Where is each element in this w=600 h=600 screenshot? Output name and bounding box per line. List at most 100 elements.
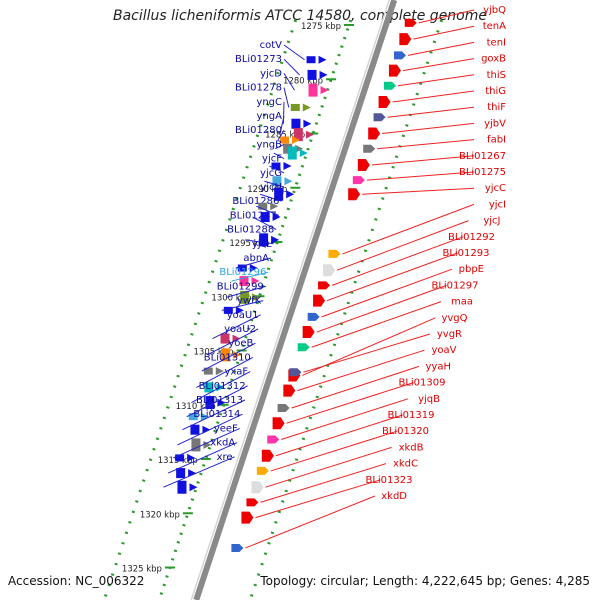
forward-gene-feature[interactable] — [293, 128, 303, 142]
forward-gene-label[interactable]: abnA — [243, 253, 269, 264]
reverse-gene-label[interactable]: pbpE — [459, 264, 484, 275]
forward-gene-label[interactable]: yngC — [256, 97, 282, 108]
forward-gene-label[interactable]: yjcL — [252, 239, 272, 250]
reverse-gene-feature[interactable] — [231, 543, 244, 552]
forward-gene-feature[interactable] — [221, 348, 231, 362]
reverse-gene-label[interactable]: xkdC — [393, 459, 418, 470]
forward-gene-feature[interactable] — [287, 146, 297, 160]
reverse-gene-label[interactable]: yvgQ — [441, 313, 467, 324]
forward-gene-feature[interactable] — [290, 103, 300, 111]
reverse-gene-feature[interactable] — [289, 368, 302, 377]
forward-gene-label[interactable]: cotV — [260, 40, 283, 51]
forward-gene-feature[interactable] — [271, 162, 281, 170]
reverse-gene-feature[interactable] — [357, 158, 370, 171]
reverse-gene-label[interactable]: BLi01320 — [382, 426, 429, 437]
reverse-gene-label[interactable]: goxB — [481, 54, 506, 65]
reverse-gene-label[interactable]: yjcC — [485, 183, 506, 194]
forward-gene-label[interactable]: BLi01310 — [204, 352, 251, 363]
forward-gene-feature[interactable] — [175, 454, 185, 462]
forward-gene-label[interactable]: BLi01296 — [219, 267, 266, 278]
forward-gene-label[interactable]: yoaU2 — [224, 324, 256, 335]
forward-gene-label[interactable]: BLi01286 — [232, 196, 279, 207]
reverse-gene-feature[interactable] — [251, 481, 264, 494]
forward-gene-label[interactable]: BLi01288 — [227, 225, 274, 236]
forward-gene-feature[interactable] — [188, 413, 198, 421]
reverse-gene-feature[interactable] — [246, 498, 259, 507]
forward-gene-feature[interactable] — [258, 202, 268, 210]
reverse-gene-label[interactable]: yjqB — [418, 394, 440, 405]
forward-gene-feature[interactable] — [190, 424, 200, 435]
forward-gene-feature[interactable] — [240, 290, 250, 304]
forward-gene-feature[interactable] — [274, 187, 284, 201]
forward-gene-feature[interactable] — [280, 136, 290, 144]
forward-gene-feature[interactable] — [308, 83, 318, 97]
reverse-gene-label[interactable]: xkdD — [381, 491, 407, 502]
reverse-gene-label[interactable]: thiS — [487, 70, 506, 81]
forward-gene-label[interactable]: yjcH — [260, 182, 282, 193]
reverse-gene-label[interactable]: tenA — [483, 21, 506, 32]
reverse-gene-feature[interactable] — [404, 18, 417, 27]
reverse-gene-label[interactable]: yjcJ — [483, 216, 500, 227]
reverse-gene-feature[interactable] — [261, 449, 274, 462]
reverse-gene-feature[interactable] — [323, 264, 336, 277]
forward-gene-label[interactable]: yjcD — [260, 68, 282, 79]
reverse-gene-feature[interactable] — [241, 511, 254, 524]
reverse-gene-feature[interactable] — [318, 281, 331, 290]
forward-gene-feature[interactable] — [259, 233, 269, 247]
reverse-gene-label[interactable]: thiG — [485, 86, 506, 97]
forward-gene-label[interactable]: yjcG — [260, 168, 282, 179]
reverse-gene-label[interactable]: BLi01309 — [398, 378, 445, 389]
forward-gene-label[interactable]: yoeB — [228, 338, 253, 349]
reverse-gene-label[interactable]: BLi01319 — [387, 410, 434, 421]
reverse-gene-feature[interactable] — [399, 33, 412, 46]
forward-gene-label[interactable]: yeeF — [214, 423, 238, 434]
forward-gene-feature[interactable] — [177, 480, 187, 494]
reverse-gene-feature[interactable] — [373, 113, 386, 122]
reverse-gene-label[interactable]: yjcI — [489, 199, 506, 210]
reverse-gene-label[interactable]: fabI — [487, 135, 506, 146]
reverse-gene-feature[interactable] — [348, 188, 361, 201]
reverse-gene-feature[interactable] — [297, 343, 310, 352]
reverse-gene-label[interactable]: BLi01267 — [459, 151, 506, 162]
forward-gene-label[interactable]: BLi01287 — [230, 210, 277, 221]
reverse-gene-feature[interactable] — [352, 176, 365, 185]
reverse-gene-feature[interactable] — [363, 144, 376, 153]
forward-gene-feature[interactable] — [260, 212, 270, 223]
forward-gene-label[interactable]: BLi01314 — [193, 409, 240, 420]
reverse-gene-feature[interactable] — [368, 127, 381, 140]
reverse-gene-feature[interactable] — [267, 435, 280, 444]
forward-gene-label[interactable]: xre — [217, 452, 233, 463]
reverse-gene-label[interactable]: BLi01275 — [459, 167, 506, 178]
forward-gene-feature[interactable] — [223, 306, 233, 314]
forward-gene-label[interactable]: ywfK — [237, 296, 262, 307]
forward-gene-feature[interactable] — [283, 143, 293, 154]
reverse-gene-feature[interactable] — [272, 417, 285, 430]
reverse-gene-feature[interactable] — [283, 384, 296, 397]
reverse-gene-label[interactable]: maa — [451, 297, 473, 308]
forward-gene-feature[interactable] — [204, 382, 214, 393]
reverse-gene-feature[interactable] — [383, 81, 396, 90]
reverse-gene-feature[interactable] — [277, 404, 290, 413]
reverse-gene-feature[interactable] — [388, 64, 401, 77]
forward-gene-feature[interactable] — [307, 69, 317, 80]
reverse-gene-feature[interactable] — [328, 249, 341, 258]
forward-gene-label[interactable]: BLi01273 — [235, 54, 282, 65]
forward-gene-feature[interactable] — [176, 468, 186, 479]
reverse-gene-feature[interactable] — [302, 326, 315, 339]
reverse-gene-feature[interactable] — [313, 294, 326, 307]
reverse-gene-label[interactable]: BLi01292 — [448, 232, 495, 243]
reverse-gene-label[interactable]: BLi01297 — [431, 280, 478, 291]
reverse-gene-label[interactable]: BLi01323 — [365, 475, 412, 486]
forward-gene-label[interactable]: BLi01312 — [199, 381, 246, 392]
forward-gene-label[interactable]: BLi01280 — [235, 125, 282, 136]
reverse-gene-label[interactable]: xkdB — [399, 442, 424, 453]
reverse-gene-label[interactable]: yjbV — [484, 118, 506, 129]
reverse-gene-feature[interactable] — [393, 51, 406, 60]
forward-gene-feature[interactable] — [203, 367, 213, 375]
forward-gene-feature[interactable] — [306, 56, 316, 64]
forward-gene-label[interactable]: yjcF — [262, 154, 282, 165]
reverse-gene-feature[interactable] — [307, 312, 320, 321]
forward-gene-label[interactable]: yxaF — [224, 367, 248, 378]
forward-gene-feature[interactable] — [239, 276, 249, 287]
reverse-gene-label[interactable]: yoaV — [431, 345, 456, 356]
